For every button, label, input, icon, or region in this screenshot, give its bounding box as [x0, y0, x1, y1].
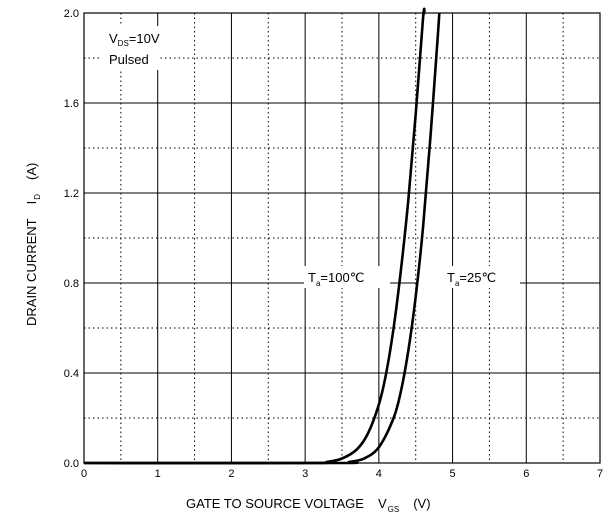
series-line-0	[83, 7, 426, 465]
x-tick-label: 1	[155, 468, 161, 480]
x-tick-label: 3	[302, 468, 308, 480]
minor-grid	[84, 13, 600, 463]
conditions-line1: VDS=10V	[109, 31, 160, 48]
x-axis-label: GATE TO SOURCE VOLTAGE VGS (V)	[186, 496, 431, 514]
y-axis-label-sub: D	[33, 194, 42, 200]
conditions-sub: DS	[118, 39, 129, 48]
x-axis-label-unit: (V)	[413, 496, 430, 511]
y-tick-label: 1.6	[64, 98, 79, 110]
series-label-25-value: =25℃	[459, 270, 496, 285]
series-label-100-sub: a	[316, 279, 321, 288]
x-axis-label-symbol: V	[378, 496, 387, 511]
y-axis-label: DRAIN CURRENT ID (A)	[24, 163, 42, 326]
series-lines	[83, 7, 441, 465]
series-label-25-symbol: T	[447, 270, 455, 285]
conditions-line2: Pulsed	[109, 52, 149, 67]
y-axis-label-symbol: I	[24, 201, 39, 205]
series-line-1	[83, 12, 441, 465]
series-label-25-sub: a	[455, 279, 460, 288]
conditions-symbol: V	[109, 31, 118, 46]
x-tick-label: 2	[228, 468, 234, 480]
x-tick-label: 5	[450, 468, 456, 480]
major-grid	[84, 13, 600, 463]
series-label-bg-100	[304, 266, 390, 288]
y-tick-label: 2.0	[64, 8, 79, 20]
series-label-100: Ta=100℃	[308, 270, 364, 288]
series-label-100-value: =100℃	[320, 270, 364, 285]
conditions-value: =10V	[129, 31, 160, 46]
series-label-bg-25	[418, 266, 520, 288]
x-tick-label: 6	[523, 468, 529, 480]
y-axis-label-main: DRAIN CURRENT	[24, 218, 39, 326]
y-tick-label: 0.4	[64, 368, 79, 380]
x-axis-label-sub: GS	[388, 505, 400, 514]
y-tick-label: 0.0	[64, 458, 79, 470]
y-tick-labels: 0.0 0.4 0.8 1.2 1.6 2.0	[64, 8, 79, 470]
conditions-bg	[100, 26, 160, 70]
x-axis-label-main: GATE TO SOURCE VOLTAGE	[186, 496, 364, 511]
y-tick-label: 0.8	[64, 278, 79, 290]
x-tick-label: 4	[376, 468, 382, 480]
series-label-100-symbol: T	[308, 270, 316, 285]
y-tick-label: 1.2	[64, 188, 79, 200]
x-tick-label: 7	[597, 468, 603, 480]
series-label-25: Ta=25℃	[447, 270, 496, 288]
x-tick-label: 0	[81, 468, 87, 480]
x-tick-labels: 0 1 2 3 4 5 6 7	[81, 468, 603, 480]
y-axis-label-unit: (A)	[24, 163, 39, 180]
